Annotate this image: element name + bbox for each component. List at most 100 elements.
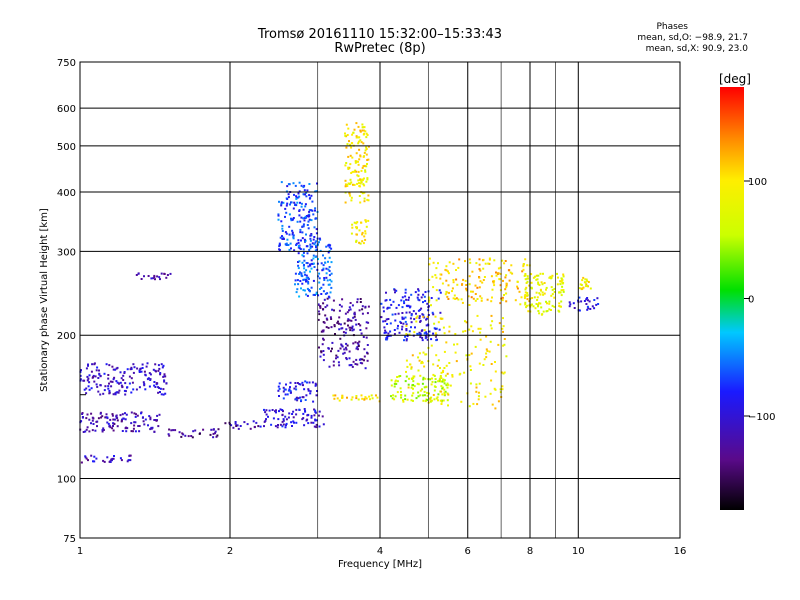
data-point [357,142,360,145]
data-point [348,306,351,309]
data-point [309,237,312,240]
data-point [559,280,562,283]
data-point [423,332,426,335]
data-point [259,425,262,428]
y-axis-label: Stationary phase Virtual Height [km] [39,208,50,392]
data-point [386,335,389,338]
data-point [356,182,359,185]
data-point [405,324,408,327]
data-point [395,289,398,292]
data-point [550,277,553,280]
data-point [297,252,300,255]
data-point [307,265,310,268]
data-point [457,298,460,301]
data-point [137,425,140,427]
data-point [81,416,84,418]
data-point [526,275,529,278]
data-point [438,377,441,380]
data-point [134,430,137,433]
data-point [165,276,168,279]
data-point [442,371,444,373]
data-point [325,245,328,248]
data-point [300,239,302,242]
data-point [157,425,160,428]
data-point [93,460,96,463]
data-point [361,123,364,126]
data-point [152,277,155,280]
data-point [313,226,316,229]
data-point [265,413,268,416]
data-point [253,426,256,429]
data-point [91,363,94,366]
data-point [400,299,403,302]
data-point [148,415,151,418]
data-point [553,296,556,299]
data-point [351,304,354,307]
data-point [339,323,342,326]
data-point [432,332,435,335]
data-point [430,344,433,347]
data-point [295,398,298,401]
data-point [120,377,123,380]
data-point [190,435,193,437]
data-point [585,285,588,288]
data-point [281,230,284,232]
data-point [315,240,318,243]
data-point [545,286,548,289]
data-point [363,235,366,238]
data-point [307,388,310,391]
data-point [152,368,155,371]
data-point [443,391,446,394]
data-point [98,369,100,372]
data-point [344,331,347,334]
data-point [153,276,156,278]
data-point [439,311,442,314]
data-point [125,413,128,416]
data-point [523,295,526,298]
data-point [297,261,299,263]
data-point [288,225,291,228]
data-point [586,284,589,287]
data-point [539,272,542,275]
data-point [287,244,290,246]
data-point [596,297,599,300]
data-point [290,421,293,424]
data-point [309,390,312,393]
data-point [445,290,448,293]
data-point [410,399,413,402]
data-point [548,308,551,311]
data-point [153,430,156,433]
data-point [393,385,396,388]
data-point [359,178,362,181]
data-point [301,237,304,240]
data-point [542,310,545,313]
data-point [362,183,365,186]
data-point [101,430,104,433]
data-point [418,359,421,362]
data-point [335,354,338,357]
data-point [298,214,301,217]
data-point [363,355,366,358]
data-point [317,310,320,313]
data-point [113,423,116,425]
data-point [444,374,447,377]
data-point [416,296,419,299]
data-point [106,416,109,419]
data-point [408,330,411,333]
data-point [172,429,175,432]
chart-subtitle: RwPretec (8p) [334,41,426,56]
data-point [390,395,392,398]
data-point [458,373,461,376]
data-point [385,331,388,334]
data-point [149,378,152,381]
data-point [558,302,561,305]
data-point [365,148,368,150]
data-point [363,191,366,194]
data-point [279,423,282,426]
data-point [351,329,354,332]
data-point [276,426,279,429]
data-point [125,430,128,433]
data-point [394,313,397,316]
data-point [422,293,425,296]
data-point [357,175,360,178]
